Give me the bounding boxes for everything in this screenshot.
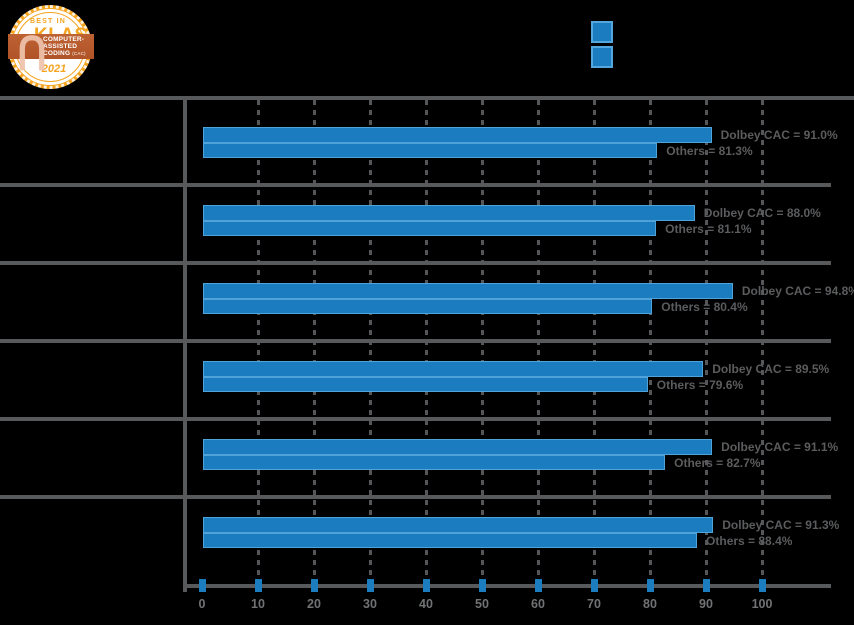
y-axis-line [183, 96, 187, 592]
bar-dolbey-5 [203, 439, 713, 455]
bar-value-others-4: Others = 79.6% [656, 378, 744, 392]
bar-value-others-5: Others = 82.7% [674, 456, 761, 470]
axis-tick-30 [367, 579, 374, 592]
row-separator-1 [0, 183, 831, 187]
bar-dolbey-3 [203, 283, 733, 299]
axis-tick-90 [703, 579, 710, 592]
badge-category-text: COMPUTER- ASSISTED CODING (CAC) [43, 36, 86, 58]
row-separator-5 [0, 495, 831, 499]
bar-value-dolbey-6: Dolbey CAC = 91.3% [722, 518, 840, 532]
bar-others-3 [203, 299, 653, 314]
axis-tick-label-10: 10 [251, 597, 265, 611]
axis-tick-label-70: 70 [587, 597, 601, 611]
axis-tick-label-90: 90 [699, 597, 713, 611]
bar-others-6 [203, 533, 698, 548]
best-in-klas-badge: BEST IN KLAS COMPUTER- ASSISTED CODING (… [8, 5, 94, 89]
axis-tick-60 [535, 579, 542, 592]
row-separator-3 [0, 339, 831, 343]
axis-tick-70 [591, 579, 598, 592]
bar-value-others-2: Others = 81.1% [665, 222, 752, 236]
bar-value-others-6: Others = 88.4% [706, 534, 793, 548]
legend-label-others: Others [622, 49, 662, 64]
axis-tick-label-50: 50 [475, 597, 489, 611]
row-separator-4 [0, 417, 831, 421]
bar-dolbey-1 [203, 127, 712, 143]
bar-value-dolbey-5: Dolbey CAC = 91.1% [721, 440, 839, 454]
badge-best-in-text: BEST IN [30, 18, 67, 25]
bar-dolbey-4 [203, 361, 704, 377]
axis-tick-label-30: 30 [363, 597, 377, 611]
legend-label-dolbey: Dolbey CAC [622, 24, 694, 39]
axis-tick-0 [199, 579, 206, 592]
axis-tick-label-80: 80 [643, 597, 657, 611]
bar-value-dolbey-1: Dolbey CAC = 91.0% [720, 128, 838, 142]
axis-tick-80 [647, 579, 654, 592]
bar-value-dolbey-2: Dolbey CAC = 88.0% [703, 206, 821, 220]
bar-value-dolbey-3: Dolbey CAC = 94.8% [741, 284, 854, 298]
axis-tick-20 [311, 579, 318, 592]
bar-others-2 [203, 221, 657, 236]
legend-swatch-others [591, 46, 613, 68]
bar-others-4 [203, 377, 648, 392]
row-separator-2 [0, 261, 831, 265]
axis-tick-label-60: 60 [531, 597, 545, 611]
bar-value-others-1: Others = 81.3% [666, 144, 753, 158]
axis-tick-10 [255, 579, 262, 592]
klas-arch-icon [19, 35, 45, 71]
bar-value-others-3: Others = 80.4% [661, 300, 748, 314]
bar-others-5 [203, 455, 666, 470]
chart-top-border [0, 96, 854, 100]
legend-swatch-dolbey [591, 21, 613, 43]
bar-value-dolbey-4: Dolbey CAC = 89.5% [712, 362, 830, 376]
axis-tick-40 [423, 579, 430, 592]
axis-tick-label-20: 20 [307, 597, 321, 611]
axis-tick-100 [759, 579, 766, 592]
axis-tick-label-40: 40 [419, 597, 433, 611]
axis-tick-50 [479, 579, 486, 592]
axis-tick-label-0: 0 [198, 597, 206, 611]
badge-year: 2021 [41, 63, 67, 75]
x-axis-line [185, 584, 831, 588]
bar-dolbey-2 [203, 205, 695, 221]
bar-others-1 [203, 143, 658, 158]
bar-dolbey-6 [203, 517, 714, 533]
axis-tick-label-100: 100 [751, 597, 773, 611]
